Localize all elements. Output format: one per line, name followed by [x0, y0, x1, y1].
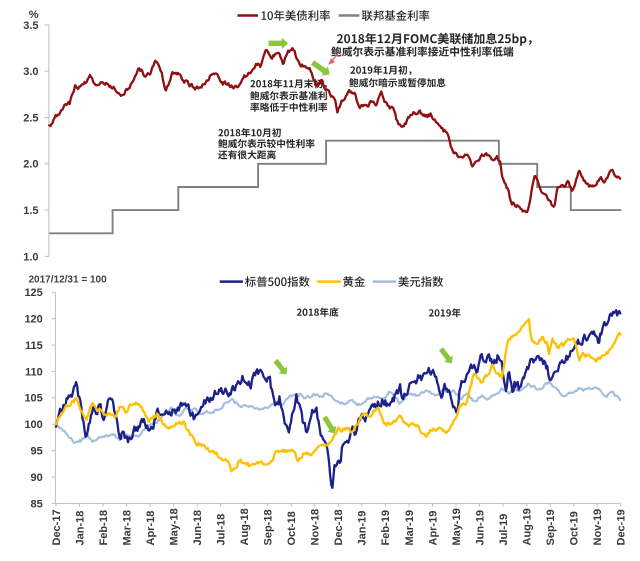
svg-text:Oct-18: Oct-18 — [286, 511, 298, 545]
svg-text:Aug-19: Aug-19 — [521, 508, 533, 545]
svg-text:Jan-18: Jan-18 — [74, 511, 86, 546]
svg-text:Dec-18: Dec-18 — [333, 509, 345, 545]
svg-text:Feb-18: Feb-18 — [98, 510, 110, 545]
svg-text:2.0: 2.0 — [23, 159, 38, 171]
svg-text:Oct-19: Oct-19 — [569, 511, 581, 545]
svg-text:Jun-18: Jun-18 — [192, 510, 204, 545]
svg-text:1.5: 1.5 — [23, 205, 38, 217]
svg-text:110: 110 — [25, 366, 43, 378]
svg-text:95: 95 — [31, 446, 43, 458]
svg-text:125: 125 — [24, 287, 42, 299]
svg-text:%: % — [29, 9, 39, 21]
svg-text:Mar-18: Mar-18 — [121, 510, 133, 545]
svg-text:Aug-18: Aug-18 — [239, 508, 251, 545]
svg-text:105: 105 — [24, 393, 42, 405]
svg-text:115: 115 — [25, 340, 43, 352]
svg-text:1.0: 1.0 — [23, 251, 38, 263]
svg-text:Dec-17: Dec-17 — [51, 509, 63, 545]
svg-text:3.5: 3.5 — [23, 20, 38, 32]
svg-text:Jun-19: Jun-19 — [474, 510, 486, 545]
svg-text:Jan-19: Jan-19 — [357, 511, 369, 546]
svg-text:Feb-19: Feb-19 — [380, 510, 392, 545]
svg-text:2.5: 2.5 — [23, 113, 38, 125]
svg-text:Nov-18: Nov-18 — [310, 509, 322, 546]
svg-text:2017/12/31 = 100: 2017/12/31 = 100 — [29, 275, 108, 286]
svg-text:Sep-19: Sep-19 — [545, 509, 557, 545]
svg-text:100: 100 — [24, 419, 42, 431]
svg-text:85: 85 — [31, 498, 43, 510]
svg-text:90: 90 — [31, 472, 43, 484]
svg-text:Nov-19: Nov-19 — [592, 509, 604, 546]
svg-text:Apr-19: Apr-19 — [427, 511, 439, 546]
svg-text:Apr-18: Apr-18 — [145, 511, 157, 546]
svg-text:May-18: May-18 — [169, 508, 181, 545]
svg-text:Sep-18: Sep-18 — [263, 509, 275, 545]
svg-text:Jul-18: Jul-18 — [216, 514, 228, 546]
svg-text:Dec-19: Dec-19 — [616, 509, 628, 545]
svg-text:May-19: May-19 — [451, 508, 463, 545]
svg-text:Jul-19: Jul-19 — [498, 514, 510, 546]
svg-text:Mar-19: Mar-19 — [404, 510, 416, 545]
svg-text:120: 120 — [24, 314, 42, 326]
svg-text:3.0: 3.0 — [23, 66, 38, 78]
